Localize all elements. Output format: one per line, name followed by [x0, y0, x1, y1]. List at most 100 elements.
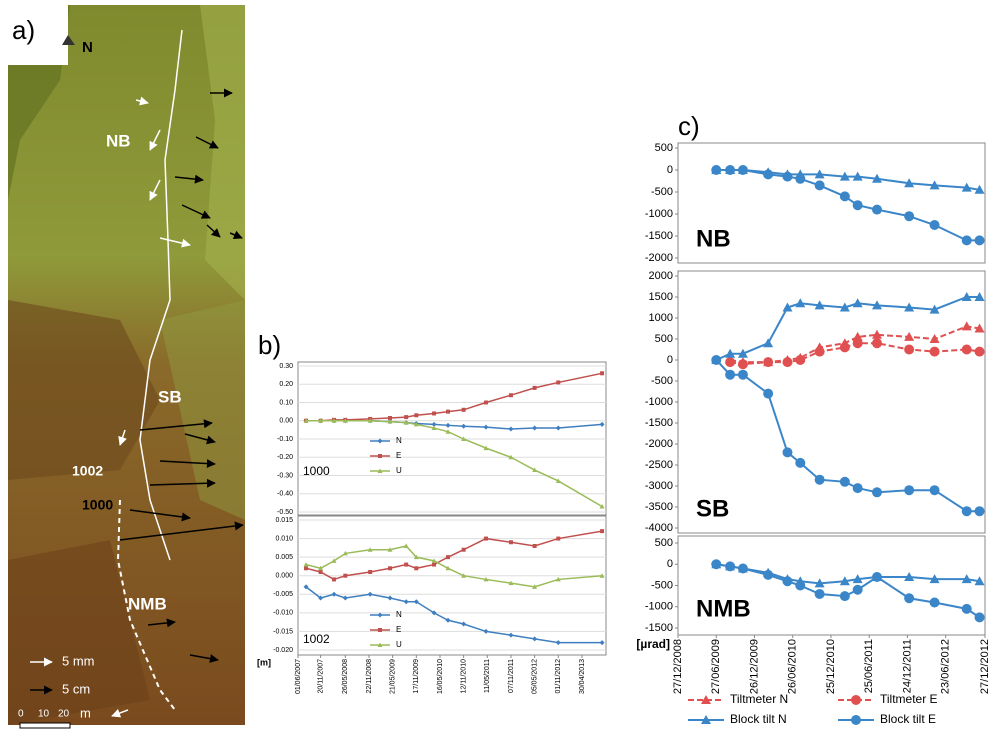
marker — [852, 200, 863, 211]
marker — [331, 418, 337, 423]
marker — [445, 617, 451, 623]
x-tick-label: 30/04/2013 — [579, 659, 586, 694]
y-tick-label: -0.40 — [277, 491, 293, 498]
y-tick-label: -500 — [651, 579, 673, 591]
x-tick-label: 05/05/2012 — [531, 659, 538, 694]
zone-label: NMB — [128, 594, 167, 613]
marker — [387, 547, 393, 552]
legend-marker — [701, 715, 711, 724]
marker — [445, 565, 451, 571]
marker — [961, 344, 972, 355]
marker — [532, 385, 537, 390]
marker — [871, 300, 882, 310]
marker — [929, 220, 940, 230]
y-tick-label: -1500 — [645, 230, 673, 242]
marker — [904, 302, 915, 312]
marker — [795, 457, 806, 468]
marker — [737, 348, 748, 358]
marker — [782, 447, 793, 458]
y-tick-label: -1500 — [645, 622, 673, 634]
marker — [974, 292, 985, 301]
marker — [782, 171, 793, 182]
marker — [961, 574, 972, 584]
marker — [725, 369, 736, 380]
marker — [904, 593, 915, 604]
y-tick-label: -0.30 — [277, 472, 293, 479]
marker — [403, 599, 409, 605]
y-tick-label: 0 — [667, 164, 673, 176]
y-tick-label: -0.20 — [277, 454, 293, 461]
x-tick-label: 26/12/2009 — [748, 639, 760, 694]
x-tick-label: 25/12/2010 — [825, 639, 837, 694]
marker — [461, 436, 467, 441]
chart-annotation: 1000 — [303, 464, 330, 478]
y-tick-label: 0 — [667, 558, 673, 570]
marker — [795, 580, 806, 591]
marker — [532, 425, 538, 431]
marker — [929, 597, 940, 608]
marker — [483, 628, 489, 634]
y-tick-label: 0.010 — [275, 535, 293, 542]
x-tick-label: 27/12/2012 — [979, 639, 991, 694]
y-tick-label: -0.020 — [273, 647, 293, 654]
marker — [556, 380, 561, 385]
y-tick-label: -0.10 — [277, 436, 293, 443]
marker — [555, 576, 561, 582]
legend-label: Block tilt E — [880, 712, 936, 726]
y-tick-label: 0.10 — [279, 399, 293, 406]
legend-label: Tiltmeter N — [730, 692, 788, 706]
marker — [974, 184, 985, 194]
marker — [852, 298, 863, 308]
marker — [304, 566, 309, 571]
legend-label: E — [396, 625, 401, 634]
marker — [331, 558, 337, 563]
marker — [367, 547, 373, 552]
x-tick-label: 24/12/2011 — [901, 639, 913, 693]
plot-frame — [677, 142, 986, 264]
marker — [532, 584, 538, 589]
marker — [961, 321, 972, 331]
x-tick-label: 16/05/2010 — [437, 659, 444, 694]
marker — [532, 544, 537, 548]
chart: 500 0 -500 -1000 -1500 -2000 NB — [645, 142, 986, 264]
marker — [403, 420, 409, 425]
north-label: N — [82, 39, 93, 56]
marker — [432, 562, 437, 567]
marker — [737, 369, 748, 380]
marker — [782, 302, 793, 312]
marker — [532, 636, 538, 642]
marker — [599, 573, 605, 578]
x-tick-label: 12/11/2010 — [460, 659, 467, 694]
marker — [483, 445, 489, 451]
fracture — [139, 29, 183, 561]
marker — [852, 483, 863, 494]
y-tick-label: -3500 — [645, 501, 673, 513]
marker — [852, 171, 863, 181]
legend-label: Block tilt N — [730, 712, 787, 726]
marker — [871, 487, 882, 498]
marker — [600, 371, 605, 376]
scale-label: 20 — [58, 709, 70, 720]
marker — [782, 576, 793, 587]
marker — [839, 476, 850, 487]
series-line — [716, 563, 981, 619]
marker — [388, 566, 393, 571]
y-tick-label: -3000 — [645, 480, 673, 492]
y-tick-label: 0.000 — [275, 573, 293, 580]
marker — [961, 235, 972, 246]
marker — [599, 504, 605, 509]
legend-marker — [377, 642, 383, 647]
marker — [388, 416, 393, 421]
marker — [413, 421, 419, 427]
legend-marker — [377, 612, 383, 618]
y-tick-label: 0.30 — [279, 363, 293, 370]
marker — [483, 536, 488, 541]
unit-label: [µrad] — [636, 637, 670, 651]
marker — [461, 407, 466, 412]
marker — [343, 573, 348, 578]
marker — [795, 355, 806, 365]
marker — [461, 621, 467, 627]
marker — [852, 331, 863, 341]
marker — [974, 346, 985, 357]
marker — [431, 558, 437, 563]
